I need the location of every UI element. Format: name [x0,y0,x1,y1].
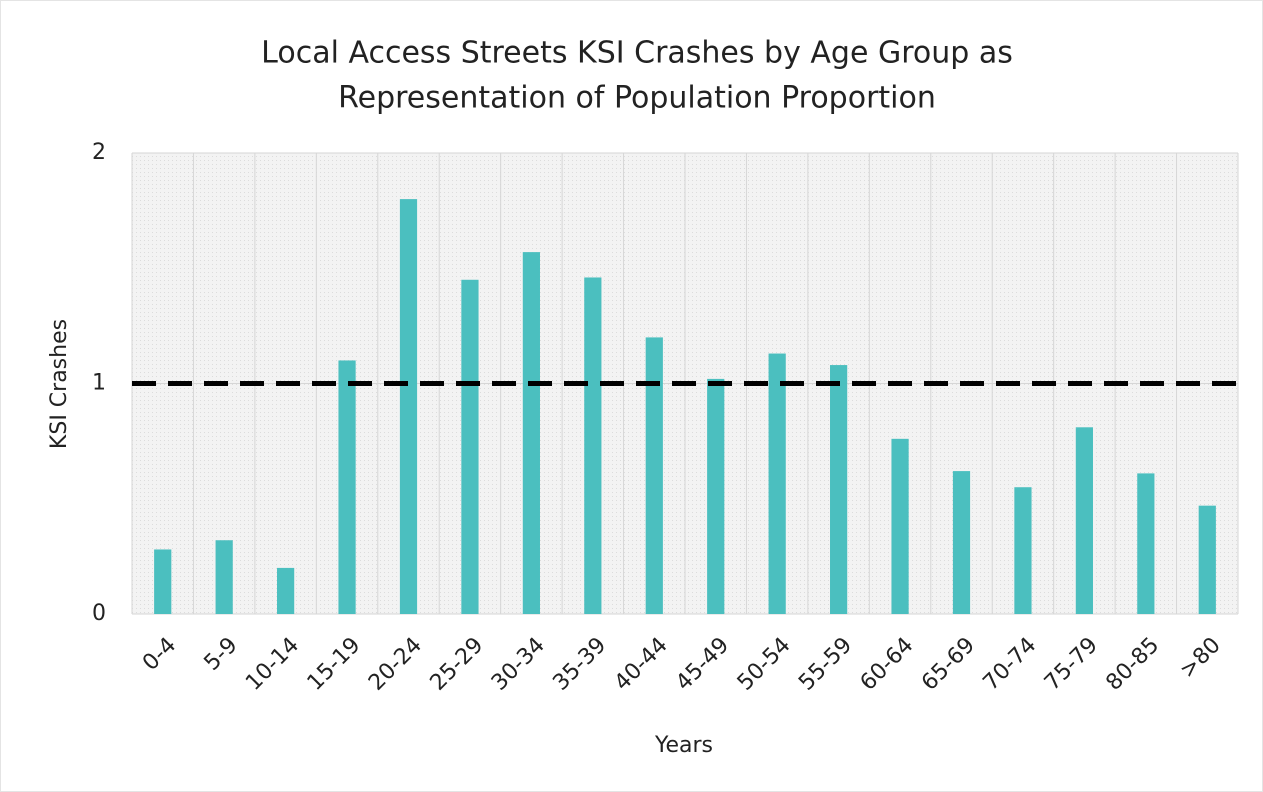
bar [891,438,909,614]
y-tick-label: 1 [92,371,106,396]
bar [522,252,540,615]
bar [215,540,233,614]
y-tick-label: 2 [92,140,106,165]
bar [645,337,663,614]
bar [399,199,418,614]
bar [1075,427,1093,614]
y-tick-label: 0 [92,601,106,626]
chart-title: Local Access Streets KSI Crashes by Age … [261,36,1013,71]
bar [952,471,971,614]
y-axis-label: KSI Crashes [47,319,72,449]
bar [461,279,479,614]
bar [277,567,295,614]
x-axis-label: Years [654,733,713,758]
bar [707,378,725,614]
bar [338,360,356,614]
bar [1137,473,1155,614]
bar [1014,487,1032,614]
bar [1198,505,1216,614]
chart-title: Representation of Population Proportion [338,81,936,116]
bar [830,365,848,614]
bar [154,549,172,614]
bar [768,353,786,614]
bar [584,277,602,614]
